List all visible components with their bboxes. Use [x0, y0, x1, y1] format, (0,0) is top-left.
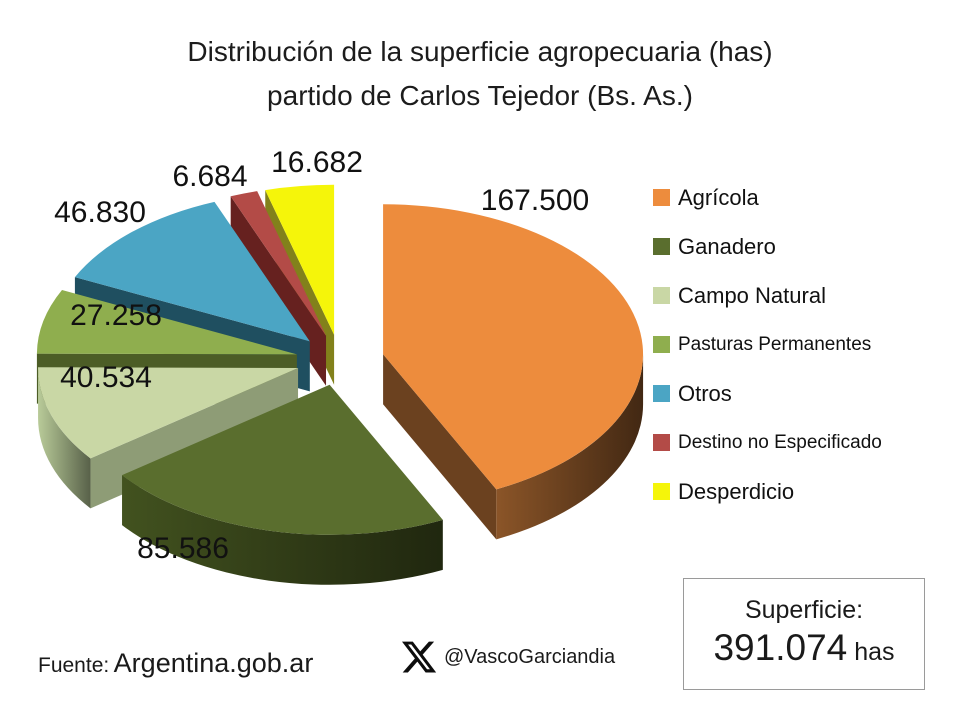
- legend-item-desperdicio: Desperdicio: [653, 467, 953, 516]
- legend-swatch: [653, 385, 670, 402]
- source-line: Fuente: Argentina.gob.ar: [38, 648, 313, 679]
- legend-swatch: [653, 238, 670, 255]
- chart-title-line2: partido de Carlos Tejedor (Bs. As.): [267, 80, 693, 111]
- slice-value-label-5: 6.684: [172, 160, 248, 193]
- source-label: Fuente:: [38, 654, 110, 677]
- legend-item-destino-no-especificado: Destino no Especificado: [653, 418, 953, 467]
- chart-title-line1: Distribución de la superficie agropecuar…: [187, 36, 773, 67]
- legend-label: Pasturas Permanentes: [678, 333, 872, 355]
- legend-label: Campo Natural: [678, 282, 826, 308]
- total-surface-unit-text: has: [854, 638, 895, 666]
- legend-swatch: [653, 434, 670, 451]
- legend-label: Desperdicio: [678, 478, 795, 504]
- slice-value-label-3: 27.258: [70, 299, 162, 332]
- legend-item-campo-natural: Campo Natural: [653, 271, 953, 320]
- x-logo-icon: [401, 641, 437, 673]
- slice-value-label-1: 85.586: [137, 532, 229, 565]
- handle-text: @VascoGarciandia: [444, 645, 616, 668]
- source-value: Argentina.gob.ar: [113, 648, 314, 678]
- chart-title: Distribución de la superficie agropecuar…: [0, 30, 960, 118]
- legend-swatch: [653, 336, 670, 353]
- legend-swatch: [653, 287, 670, 304]
- legend-label: Destino no Especificado: [678, 431, 882, 453]
- total-surface-value: 391.074: [713, 627, 848, 668]
- legend-item-ganadero: Ganadero: [653, 222, 953, 271]
- total-surface-box: Superficie: 391.074 has: [683, 578, 925, 690]
- legend-label: Agrícola: [678, 184, 759, 210]
- legend-label: Ganadero: [678, 233, 776, 259]
- legend-item-otros: Otros: [653, 369, 953, 418]
- social-handle: @VascoGarciandia: [400, 638, 615, 676]
- legend-swatch: [653, 189, 670, 206]
- slice-value-label-4: 46.830: [54, 196, 146, 229]
- legend-item-pasturas-permanentes: Pasturas Permanentes: [653, 320, 953, 369]
- chart-legend: Agrícola Ganadero Campo Natural Pasturas Pe…: [653, 173, 953, 516]
- legend-item-agricola: Agrícola: [653, 173, 953, 222]
- slice-value-label-2: 40.534: [60, 361, 152, 394]
- slice-value-label-6: 16.682: [271, 146, 363, 179]
- legend-swatch: [653, 483, 670, 500]
- legend-label: Otros: [678, 380, 732, 406]
- total-surface-value-line: 391.074 has: [713, 626, 894, 674]
- total-surface-label: Superficie:: [744, 596, 864, 624]
- slice-value-label-0: 167.500: [480, 184, 590, 217]
